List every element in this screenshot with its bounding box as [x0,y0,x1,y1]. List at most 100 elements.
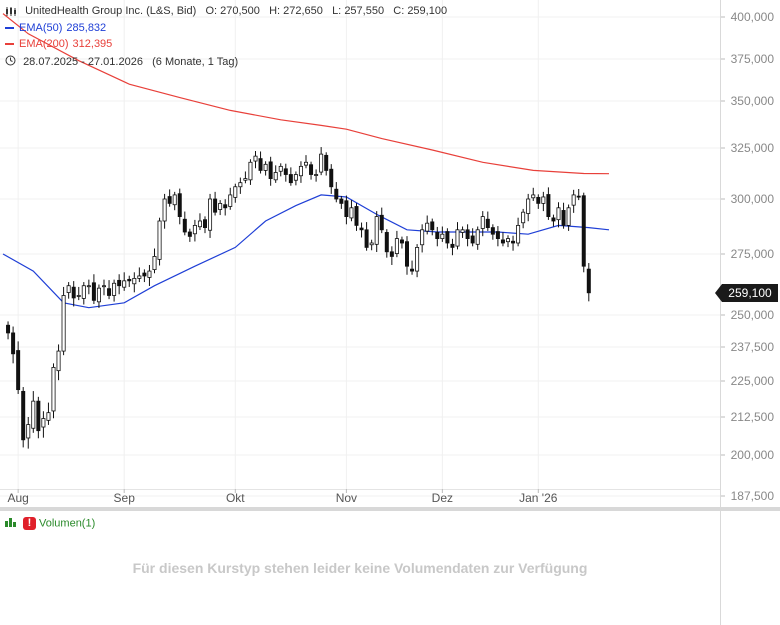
candle-body [430,221,435,231]
candle-body [208,198,213,231]
candle-body [152,256,157,271]
candle-body [516,224,521,244]
candle-body [374,216,379,245]
candle-body [288,174,293,184]
candle-body [258,158,263,171]
candle-body [162,198,167,222]
candle-body [576,195,581,198]
x-tick-label: Dez [432,491,453,505]
candle-body [339,198,344,204]
candle-body [319,153,324,173]
candle-body [273,172,278,181]
candle-body [96,287,101,303]
volume-label: Volumen(1) [39,517,96,530]
candle-body [283,168,288,175]
candle-body [66,285,71,293]
candle-body [389,251,394,257]
panel-separator [0,507,780,511]
volume-unavailable-message: Für diesen Kurstyp stehen leider keine V… [132,560,588,576]
candle-body [46,412,51,421]
y-tick-label: 250,000 [731,308,775,322]
ema200-label: EMA(200) [19,38,69,50]
candle-body [248,161,253,181]
candle-body [359,227,364,231]
y-tick-label: 225,000 [731,374,775,388]
candlestick-icon [5,6,18,16]
low-label: L: [332,5,342,17]
y-tick-label: 350,000 [731,94,775,108]
candle-body [117,279,122,287]
candle-body [197,220,202,228]
candle-body [511,240,516,244]
y-tick-label: 200,000 [731,448,775,462]
candle-body [243,178,248,181]
candle-body [495,231,500,239]
candle-body [394,238,399,254]
candle-body [505,238,510,243]
candle-body [278,165,283,172]
candle-body [425,222,430,232]
candle-body [379,214,384,231]
low-value: 257,550 [344,5,385,17]
ema50-color-key [5,27,14,30]
candle-body [233,186,238,198]
x-tick-label: Aug [7,491,28,505]
candle-body [76,295,81,297]
candle-body [500,239,505,244]
candle-body [223,204,228,209]
candle-body [86,285,91,288]
candle-body [31,400,36,429]
candle-body [551,217,556,222]
candle-body [6,324,11,334]
y-tick-label: 300,000 [731,192,775,206]
candle-body [546,194,551,217]
candle-body [475,229,480,245]
last-price-badge: 259,100 [715,284,778,302]
candle-body [36,400,41,432]
candle-body [526,198,531,214]
ema50-legend[interactable]: EMA(50) 285,832 [5,22,106,34]
candle-body [56,350,61,372]
candle-body [521,211,526,224]
candle-body [112,282,117,296]
candle-body [238,182,243,188]
candle-body [344,200,349,217]
candle-body [81,285,86,299]
candle-body [253,155,258,162]
candle-body [147,270,152,278]
candle-body [26,424,31,439]
candle-body [157,220,162,260]
date-range: 28.07.2025 - 27.01.2026 [23,55,143,68]
candle-body [349,207,354,219]
candle-body [324,154,329,171]
candle-body [107,288,112,296]
candle-body [536,196,541,204]
candle-body [470,235,475,244]
candle-body [364,229,369,248]
candle-body [334,188,339,200]
candle-body [309,164,314,175]
volume-legend[interactable]: ! Volumen(1) [5,517,95,530]
candle-body [16,350,21,391]
candle-body [187,231,192,237]
candle-body [410,268,415,272]
y-tick-label: 375,000 [731,52,775,66]
candle-body [102,285,107,288]
date-range-legend: 28.07.2025 - 27.01.2026 (6 Monate, 1 Tag… [5,55,238,69]
date-range-detail: (6 Monate, 1 Tag) [152,55,239,68]
candle-body [480,216,485,229]
y-tick-label: 325,000 [731,141,775,155]
x-tick-label: Jan '26 [519,491,558,505]
candle-body [51,366,56,412]
ema200-legend[interactable]: EMA(200) 312,395 [5,38,112,50]
candle-body [435,232,440,240]
candle-body [298,165,303,177]
candle-body [132,277,137,285]
candle-body [11,332,16,355]
candle-body [490,227,495,235]
candle-body [445,231,450,244]
candle-body [566,207,571,226]
candle-body [455,229,460,247]
candle-body [182,218,187,233]
